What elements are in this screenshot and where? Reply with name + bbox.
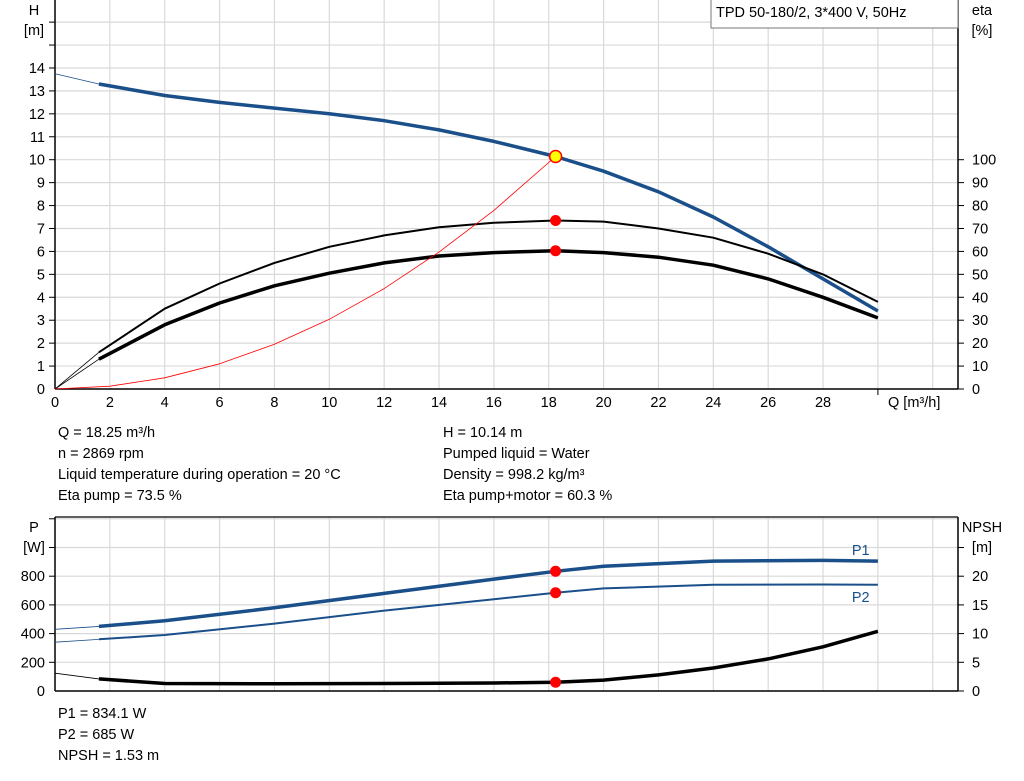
eta-pump-motor-extrapolated-segment — [54, 358, 100, 390]
y-tick-label-left: 5 — [37, 267, 45, 283]
x-tick-label: 8 — [270, 395, 278, 411]
x-tick-label: 4 — [161, 395, 169, 411]
eta-pump-curve — [98, 219, 879, 354]
x-tick-label: 0 — [51, 395, 59, 411]
y-tick-label-right: 50 — [972, 267, 988, 283]
x-tick-label: 28 — [815, 395, 831, 411]
y-tick-label-left: 12 — [29, 107, 45, 123]
duty-point-eta-total — [550, 245, 562, 257]
y-tick-label-left: 2 — [37, 336, 45, 352]
y-tick-label-left: 14 — [29, 61, 45, 77]
info-density: Density = 998.2 kg/m³ — [443, 467, 585, 483]
x-tick-label: 18 — [541, 395, 557, 411]
info-h: H = 10.14 m — [443, 425, 523, 441]
y-tick-label-right: 20 — [972, 336, 988, 352]
y-axis-label-left: P — [29, 520, 39, 536]
y-tick-label-left: 7 — [37, 221, 45, 237]
x-tick-label: 26 — [760, 395, 776, 411]
eta-pump-extrapolated-segment — [54, 352, 100, 390]
y-tick-label-left: 1 — [37, 359, 45, 375]
duty-point-eta-pump — [550, 214, 562, 226]
p2-label: P2 — [852, 590, 870, 606]
x-tick-label: 10 — [321, 395, 337, 411]
x-tick-label: 20 — [596, 395, 612, 411]
y-tick-label-right: 100 — [972, 153, 996, 169]
x-axis-label: Q [m³/h] — [888, 395, 940, 411]
y-tick-label-right: 60 — [972, 244, 988, 260]
y-tick-label-right: 80 — [972, 199, 988, 215]
y-tick-label-right: 10 — [972, 627, 988, 643]
p1-label: P1 — [852, 543, 870, 559]
y-tick-label-left: 600 — [21, 598, 45, 614]
npsh-curve — [98, 629, 879, 686]
y-tick-label-left: 400 — [21, 627, 45, 643]
info-temp: Liquid temperature during operation = 20… — [58, 467, 341, 483]
y-tick-label-left: 0 — [37, 382, 45, 398]
y-tick-label-right: 5 — [972, 655, 980, 671]
y-axis-label-left-unit: [m] — [24, 23, 44, 39]
y-tick-label-left: 6 — [37, 244, 45, 260]
x-tick-label: 12 — [376, 395, 392, 411]
p2-extrapolated-segment — [54, 638, 99, 643]
y-tick-label-left: 9 — [37, 176, 45, 192]
y-tick-label-right: 70 — [972, 221, 988, 237]
y-tick-label-left: 8 — [37, 199, 45, 215]
y-tick-label-left: 10 — [29, 153, 45, 169]
info-liquid: Pumped liquid = Water — [443, 446, 590, 462]
y-tick-label-right: 30 — [972, 313, 988, 329]
y-tick-label-right: 90 — [972, 176, 988, 192]
y-tick-label-right: 40 — [972, 290, 988, 306]
info-eta-pump: Eta pump = 73.5 % — [58, 488, 182, 504]
y-tick-label-right: 0 — [972, 382, 980, 398]
y-axis-label-right: eta — [972, 3, 993, 19]
npsh-extrapolated-segment — [54, 672, 99, 680]
y-axis-label-left: H — [29, 3, 39, 19]
y-tick-label-right: 0 — [972, 684, 980, 700]
y-tick-label-left: 800 — [21, 569, 45, 585]
info-n: n = 2869 rpm — [58, 446, 144, 462]
h-extrapolated-segment — [54, 73, 99, 85]
y-tick-label-left: 0 — [37, 684, 45, 700]
p1-extrapolated-segment — [54, 626, 99, 630]
y-tick-label-left: 200 — [21, 655, 45, 671]
duty-point-h — [548, 149, 563, 164]
y-axis-label-right-unit: [m] — [972, 540, 992, 556]
x-tick-label: 2 — [106, 395, 114, 411]
info-eta-total: Eta pump+motor = 60.3 % — [443, 488, 613, 504]
x-tick-label: 14 — [431, 395, 447, 411]
info-npsh: NPSH = 1.53 m — [58, 748, 160, 764]
y-tick-label-left: 11 — [30, 130, 45, 146]
info-q: Q = 18.25 m³/h — [58, 425, 156, 441]
duty-point-npsh — [550, 676, 562, 688]
duty-point-p1 — [550, 565, 562, 577]
x-tick-label: 6 — [216, 395, 224, 411]
x-tick-label: 22 — [650, 395, 666, 411]
x-tick-label: 16 — [486, 395, 502, 411]
duty-point-p2 — [550, 587, 562, 599]
y-axis-label-right: NPSH — [962, 520, 1002, 536]
eta-pump-motor-curve — [98, 248, 879, 361]
p2-curve — [98, 583, 878, 641]
x-tick-label: 24 — [705, 395, 721, 411]
pump-title-label: TPD 50-180/2, 3*400 V, 50Hz — [716, 5, 907, 21]
system-curve-curve — [54, 156, 556, 390]
y-tick-label-left: 3 — [37, 313, 45, 329]
y-tick-label-left: 13 — [29, 84, 45, 100]
info-p1: P1 = 834.1 W — [58, 706, 147, 722]
y-tick-label-right: 10 — [972, 359, 988, 375]
title-box — [710, 0, 959, 29]
y-axis-label-right-unit: [%] — [972, 23, 993, 39]
p1-curve — [98, 558, 878, 629]
y-axis-label-left-unit: [W] — [23, 540, 45, 556]
h-curve — [98, 82, 879, 313]
y-tick-label-left: 4 — [37, 290, 45, 306]
info-p2: P2 = 685 W — [58, 727, 135, 743]
y-tick-label-right: 20 — [972, 569, 988, 585]
y-tick-label-right: 15 — [972, 598, 988, 614]
